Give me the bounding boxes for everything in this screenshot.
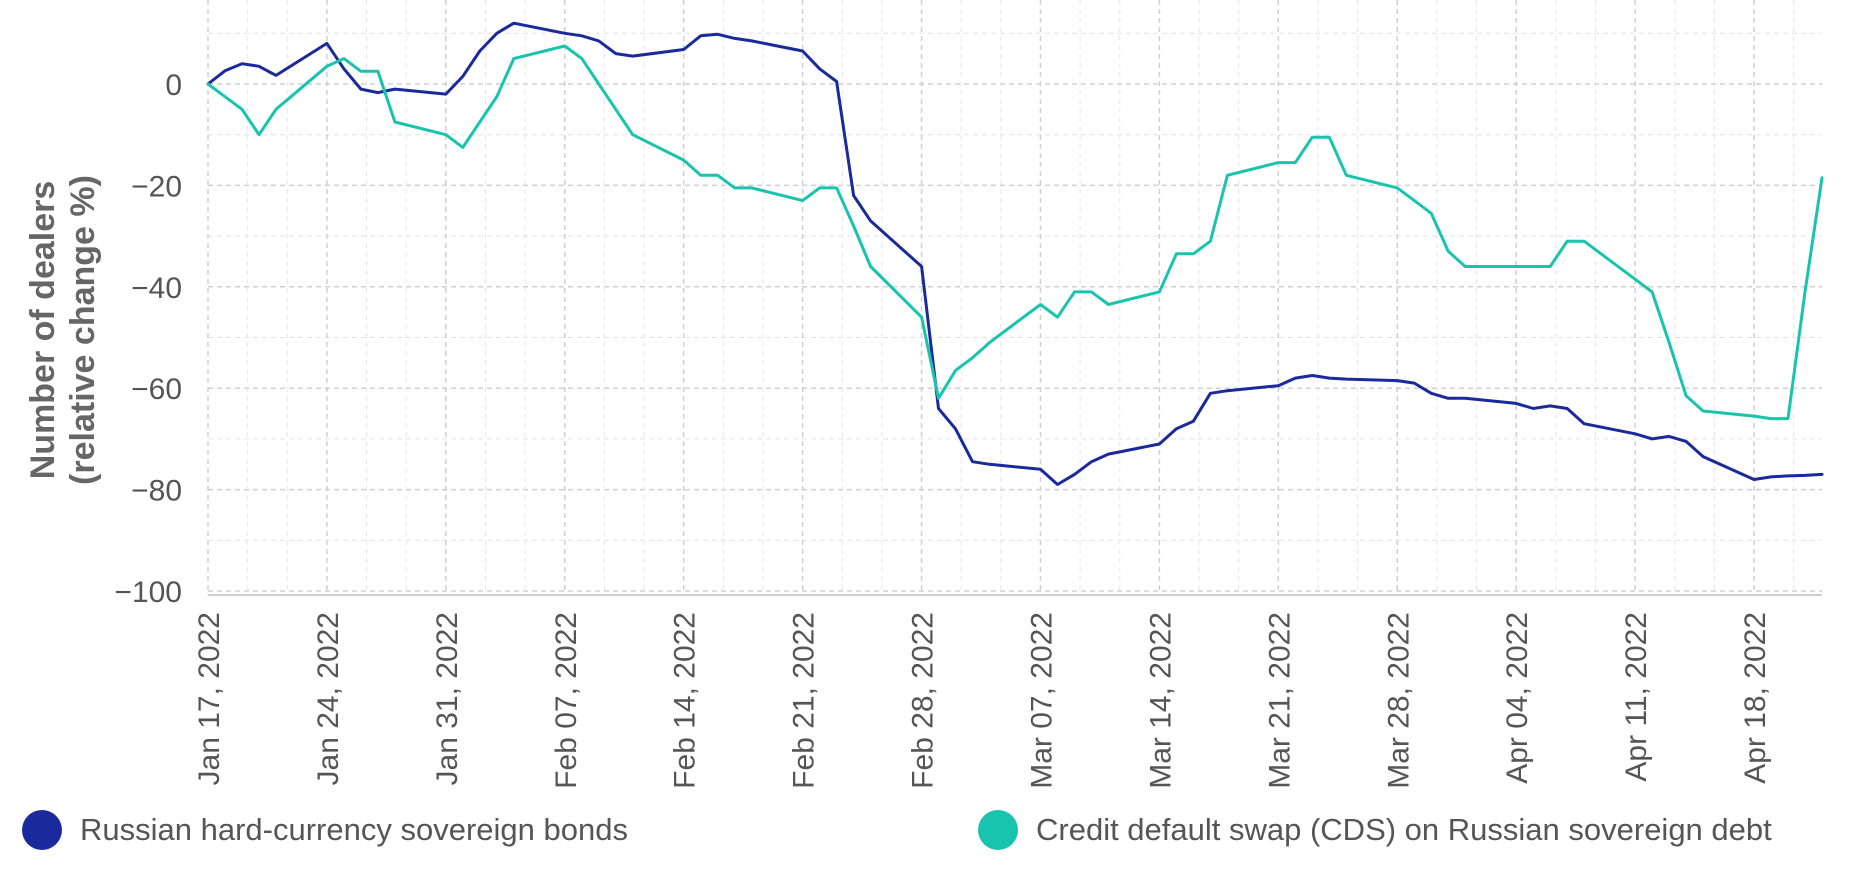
x-tick-label: Feb 28, 2022 [907, 612, 940, 789]
line-chart: 0 −20 −40 −60 −80 −100 Jan 17, 2022 Jan 24, 20… [24, 0, 1824, 789]
y-tick-label: −80 [131, 475, 182, 508]
y-tick-label: −60 [131, 373, 182, 406]
series-line-bonds [206, 21, 1824, 486]
x-tick-label: Mar 28, 2022 [1382, 612, 1415, 789]
x-tick-label: Feb 14, 2022 [669, 612, 702, 789]
x-tick-label: Mar 21, 2022 [1263, 612, 1296, 789]
legend-item-bonds[interactable]: Russian hard-currency sovereign bonds [22, 810, 628, 850]
grid [207, 0, 1822, 596]
x-tick-label: Apr 11, 2022 [1620, 612, 1653, 782]
legend-label-cds: Credit default swap (CDS) on Russian sov… [1036, 812, 1772, 847]
x-tick-label: Mar 14, 2022 [1144, 612, 1177, 789]
x-tick-label: Feb 07, 2022 [550, 612, 583, 789]
y-tick-label: −100 [114, 576, 182, 609]
y-tick-label: 0 [165, 69, 182, 102]
x-tick-label: Jan 31, 2022 [431, 612, 464, 785]
legend-marker-bonds [22, 810, 62, 850]
x-axis-ticks: Jan 17, 2022 Jan 24, 2022 Jan 31, 2022 Feb … [193, 612, 1772, 789]
y-tick-label: −40 [131, 272, 182, 305]
series-lines [206, 21, 1824, 486]
y-axis-label-line-2: (relative change %) [64, 175, 102, 485]
y-axis-label-line-1: Number of dealers [24, 181, 62, 480]
legend-label-bonds: Russian hard-currency sovereign bonds [80, 812, 628, 847]
legend: Russian hard-currency sovereign bonds Cr… [0, 800, 1870, 870]
x-tick-label: Apr 04, 2022 [1501, 612, 1534, 784]
x-tick-label: Jan 17, 2022 [193, 612, 226, 785]
x-tick-label: Feb 21, 2022 [788, 612, 821, 789]
series-line-cds [206, 44, 1824, 421]
y-tick-label: −20 [131, 170, 182, 203]
y-axis-ticks: 0 −20 −40 −60 −80 −100 [114, 69, 182, 609]
x-tick-label: Mar 07, 2022 [1025, 612, 1058, 789]
legend-item-cds[interactable]: Credit default swap (CDS) on Russian sov… [978, 810, 1772, 850]
legend-marker-cds [978, 810, 1018, 850]
x-tick-label: Apr 18, 2022 [1739, 612, 1772, 784]
x-tick-label: Jan 24, 2022 [312, 612, 345, 785]
